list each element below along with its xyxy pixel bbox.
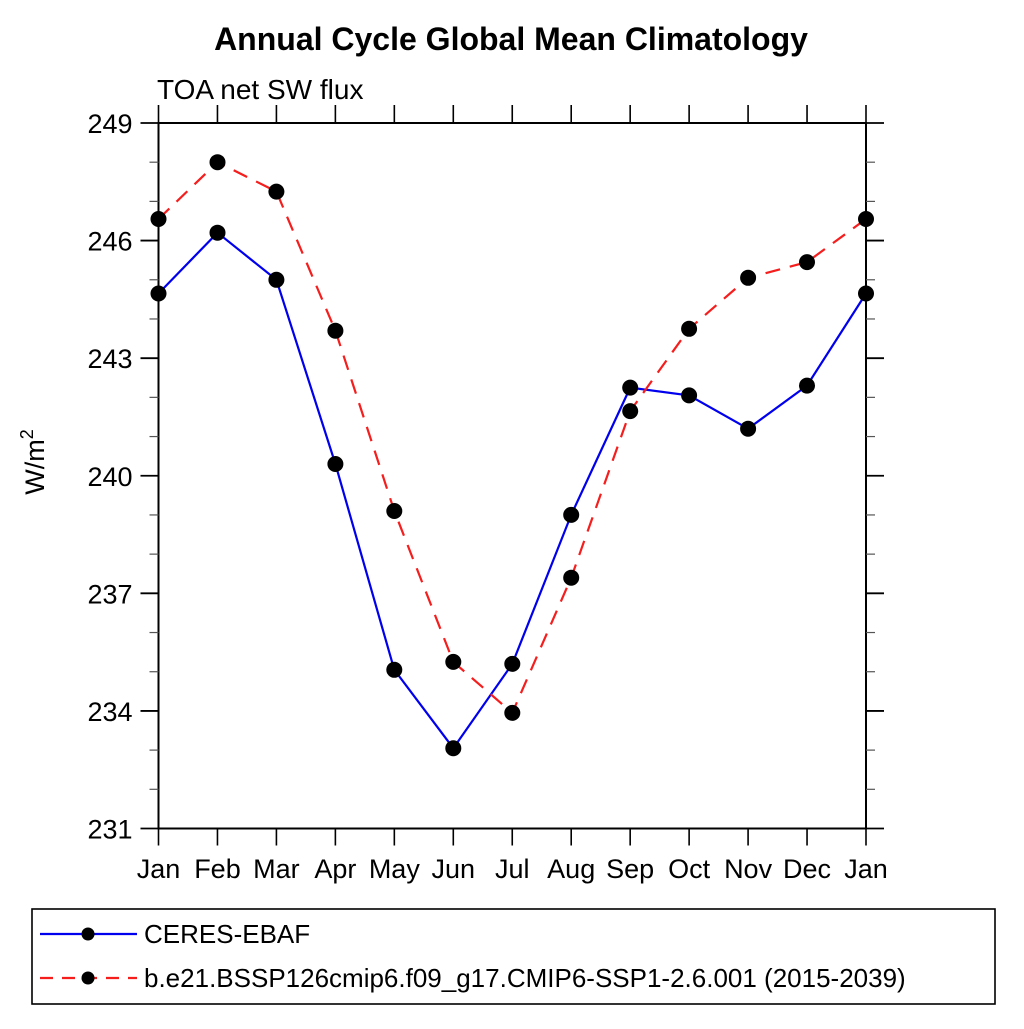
series-1-marker [504, 704, 521, 721]
x-tick-label: Dec [783, 854, 831, 884]
series-1-marker [681, 320, 698, 337]
series-1-marker [150, 211, 167, 227]
legend-entry-model: b.e21.BSSP126cmip6.f09_g17.CMIP6-SSP1-2.… [40, 963, 906, 993]
data-series [150, 154, 874, 757]
y-axis-unit-base: W/m [20, 439, 50, 494]
x-tick-label: Oct [668, 854, 711, 884]
series-0-marker [327, 456, 344, 472]
series-0-marker [150, 285, 167, 302]
y-tick-label: 234 [87, 697, 132, 727]
series-0-marker [681, 387, 698, 404]
series-0-marker [563, 506, 580, 523]
x-tick-label: Jan [137, 854, 181, 884]
plot-axes: Jan Feb Mar Apr May Jun Jul Aug Sep Oct Nov Dec Jan2… [87, 105, 888, 884]
x-tick-label: Apr [314, 854, 356, 884]
series-1-marker [268, 183, 285, 200]
series-1-marker [327, 322, 344, 339]
series-1-marker [445, 653, 462, 670]
series-0-marker [209, 224, 226, 241]
x-tick-label: Nov [724, 854, 773, 884]
legend-box [31, 908, 996, 1005]
series-0-marker [858, 285, 874, 302]
series-0-marker [268, 271, 285, 288]
legend-label-model-run: b.e21.BSSP126cmip6.f09_g17.CMIP6-SSP1-2.… [144, 963, 906, 993]
y-tick-label: 243 [87, 344, 132, 374]
y-tick-label: 249 [87, 109, 132, 139]
legend-marker-dot [81, 927, 95, 941]
series-1-marker [858, 211, 874, 227]
x-tick-label: Sep [606, 854, 654, 884]
x-tick-label: Jul [495, 854, 530, 884]
y-axis-unit-label: W/m2 [17, 429, 50, 495]
series-1-marker [386, 503, 403, 519]
x-tick-label: May [369, 854, 421, 884]
series-1-marker [740, 269, 757, 286]
series-0-marker [740, 420, 757, 437]
chart-subtitle: TOA net SW flux [157, 74, 363, 105]
series-line-1 [157, 160, 867, 715]
legend-marker-dot [81, 971, 95, 985]
series-0-marker [622, 379, 639, 396]
y-tick-label: 240 [87, 462, 132, 492]
y-tick-label: 237 [87, 579, 132, 609]
legend-label-ceres-ebaf: CERES-EBAF [144, 919, 310, 949]
chart-title: Annual Cycle Global Mean Climatology [214, 21, 808, 57]
series-0-marker [799, 377, 815, 394]
y-axis-unit-superscript: 2 [17, 429, 37, 439]
y-tick-label: 246 [87, 227, 132, 257]
x-tick-label: Jun [432, 854, 476, 884]
x-tick-label: Feb [194, 854, 241, 884]
y-tick-label: 231 [87, 815, 132, 845]
series-1-marker [563, 569, 580, 586]
legend-entry-observation: CERES-EBAF [40, 919, 310, 949]
legend: CERES-EBAF b.e21.BSSP126cmip6.f09_g17.CM… [31, 908, 996, 1005]
x-tick-label: Aug [547, 854, 595, 884]
series-0-marker [504, 655, 521, 672]
series-0-marker [445, 740, 462, 757]
x-tick-label: Jan [844, 854, 888, 884]
series-1-marker [622, 403, 639, 420]
series-1-marker [799, 254, 815, 271]
series-0-marker [386, 661, 403, 678]
series-1-marker [209, 154, 226, 171]
plot-frame [157, 122, 867, 830]
x-tick-label: Mar [253, 854, 300, 884]
